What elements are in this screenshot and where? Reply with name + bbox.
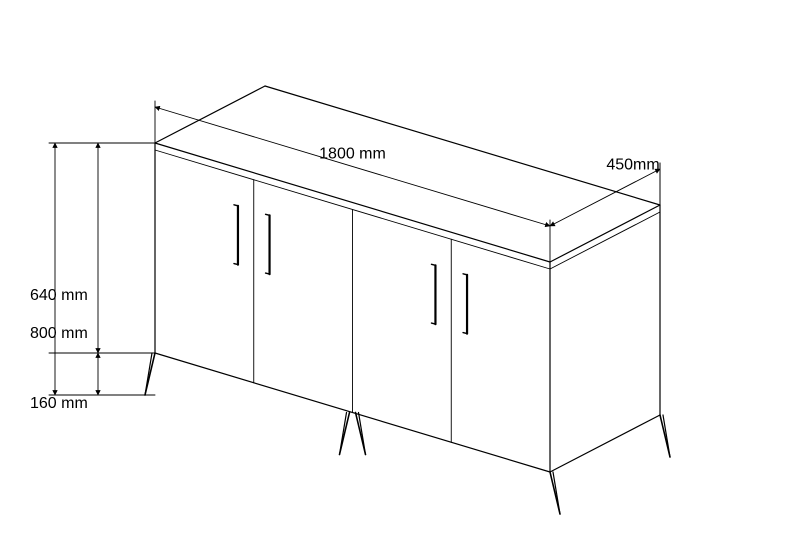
cabinet-legs <box>145 353 670 514</box>
furniture-dimension-diagram: 1800 mm 450mm 640 mm 800 mm 160 mm <box>0 0 800 533</box>
depth-dimension-label: 450mm <box>606 157 659 174</box>
cabinet-outline <box>155 86 660 472</box>
body-height-dimension-label: 640 mm <box>30 287 88 304</box>
cabinet-handles <box>234 205 467 334</box>
leg-height-dimension-label: 160 mm <box>30 395 88 412</box>
total-height-dimension-label: 800 mm <box>30 325 88 342</box>
width-dimension-label: 1800 mm <box>319 146 386 163</box>
cabinet-doors <box>254 180 452 443</box>
